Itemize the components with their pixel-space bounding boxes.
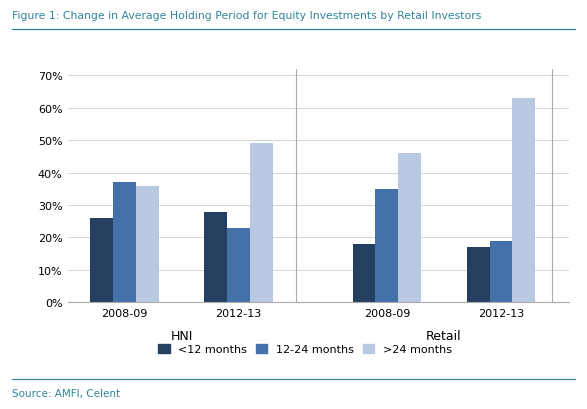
Bar [399, 154, 421, 303]
Text: HNI: HNI [170, 330, 193, 342]
Legend: <12 months, 12-24 months, >24 months: <12 months, 12-24 months, >24 months [156, 342, 454, 356]
Bar [204, 212, 227, 303]
Text: Figure 1: Change in Average Holding Period for Equity Investments by Retail Inve: Figure 1: Change in Average Holding Peri… [12, 11, 481, 21]
Bar [113, 183, 136, 303]
Bar [90, 218, 113, 303]
Bar [512, 99, 535, 303]
Bar [136, 186, 158, 303]
Bar [490, 241, 512, 303]
Bar [227, 228, 250, 303]
Bar [467, 247, 490, 303]
Bar [250, 144, 273, 303]
Bar [376, 189, 399, 303]
Text: Retail: Retail [426, 330, 462, 342]
Bar [353, 244, 376, 303]
Text: Source: AMFI, Celent: Source: AMFI, Celent [12, 388, 120, 398]
